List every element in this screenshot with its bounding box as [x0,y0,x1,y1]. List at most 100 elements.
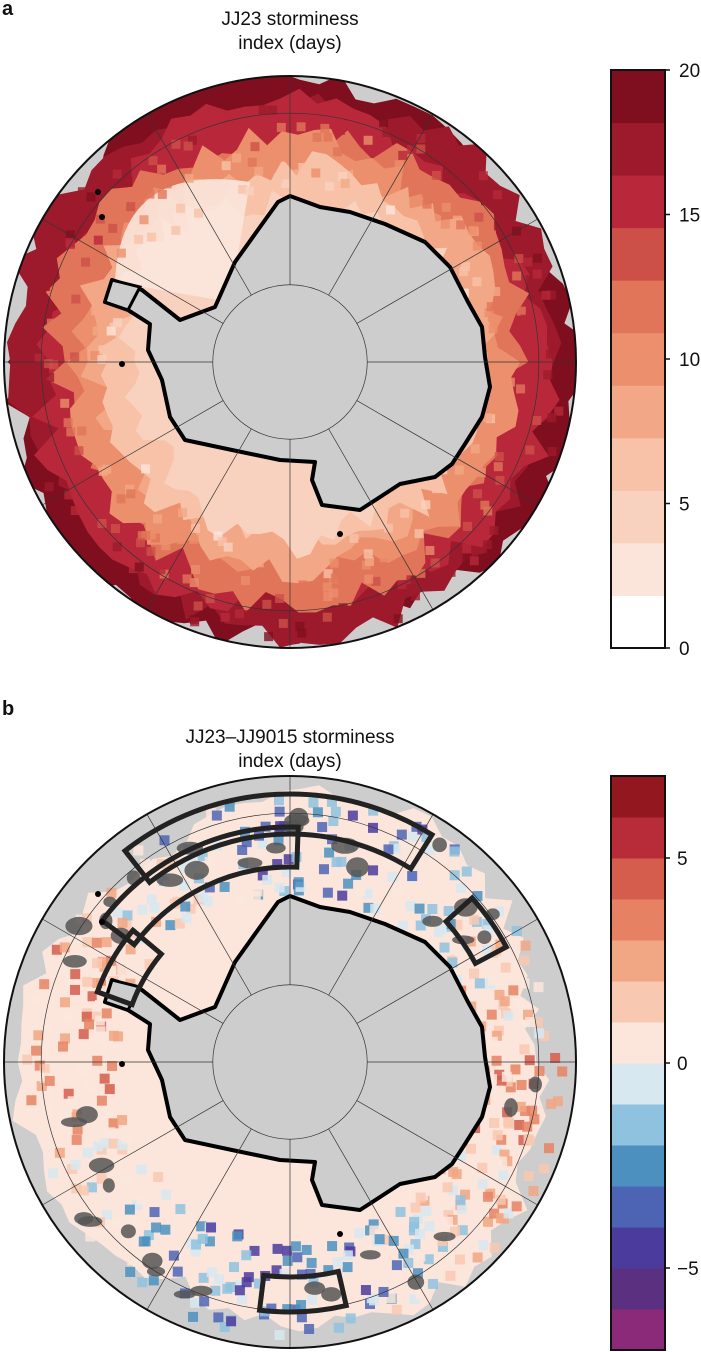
anomaly-cell [198,1272,209,1283]
storm-cell [333,147,343,157]
storm-cell [162,179,172,189]
anomaly-cell [127,1255,138,1266]
significance-stipple [432,837,447,853]
storm-cell [482,540,492,550]
anomaly-cell [522,1121,533,1132]
anomaly-cell [82,976,93,987]
anomaly-cell [487,1036,498,1047]
storm-cell [171,225,181,235]
anomaly-cell [63,1088,74,1099]
anomaly-cell [44,1075,55,1086]
anomaly-cell [503,1208,514,1219]
significance-stipple [156,873,184,887]
island-dot [95,891,101,897]
anomaly-cell [482,1191,493,1202]
anomaly-cell [99,1073,110,1084]
anomaly-cell [59,942,70,953]
colorbar-swatch [611,1063,665,1105]
anomaly-cell [225,1281,236,1292]
anomaly-cell [332,1257,343,1268]
storm-cell [473,449,483,459]
anomaly-cell [129,1215,140,1226]
anomaly-cell [40,1021,51,1032]
anomaly-cell [143,1230,154,1241]
storm-cell [363,549,373,559]
anomaly-cell [273,795,284,806]
storm-cell [235,609,245,619]
anomaly-cell [331,857,342,868]
storm-cell [364,557,374,567]
storm-cell [66,427,76,437]
anomaly-cell [449,846,460,857]
anomaly-cell [342,1250,353,1261]
map-boundary [3,775,577,1349]
anomaly-cell [546,1099,557,1110]
island-dot [117,121,123,127]
anomaly-cell [437,1241,448,1252]
anomaly-cell [104,1108,115,1119]
storm-cell [459,267,469,277]
anomaly-cell [312,807,323,818]
storm-cell [295,621,305,631]
storm-cell [217,537,227,547]
significance-stipple [173,1290,196,1299]
anomaly-cell [505,1082,516,1093]
anomaly-cell [71,1134,82,1145]
anomaly-cell [213,1312,224,1323]
anomaly-cell [281,867,292,878]
anomaly-cell [204,1236,215,1247]
storm-cell [221,161,231,171]
anomaly-cell [391,1270,402,1281]
anomaly-cell [516,1079,527,1090]
anomaly-cell [42,1106,53,1117]
anomaly-cell [104,1084,115,1095]
anomaly-cell [31,1045,42,1056]
anomaly-cell [337,890,348,901]
anomaly-cell [206,1222,217,1233]
anomaly-cell [229,1262,240,1273]
anomaly-cell [370,903,381,914]
storm-cell [108,223,118,233]
panel-a: a JJ23 storminess index (days) 20 15 10 5 0 [2,0,700,660]
storm-cell [525,445,535,455]
map-a [4,76,576,648]
storm-cell [178,508,188,518]
anomaly-cell [306,1257,317,1268]
storm-cell [283,138,293,148]
anomaly-cell [210,1285,221,1296]
storm-cell [184,173,194,183]
storm-cell [364,574,374,584]
storm-cell [473,489,483,499]
panel-a-figure: 20 15 10 5 0 [3,61,700,660]
significance-stipple [184,860,210,880]
significance-stipple [88,1157,115,1174]
anomaly-cell [415,1251,426,1262]
anomaly-cell [92,1055,103,1066]
storm-cell [516,306,526,316]
storm-cell [49,360,59,370]
storm-cell [43,359,53,369]
anomaly-cell [111,1218,122,1229]
anomaly-cell [272,859,283,870]
anomaly-cell [117,1140,128,1151]
anomaly-cell [36,1081,47,1092]
significance-stipple [528,1076,542,1093]
region-box [121,791,436,886]
significance-stipple [304,1281,326,1295]
storm-cell [338,171,348,181]
anomaly-cell [274,882,285,893]
anomaly-cell [86,1182,97,1193]
anomaly-cell [454,1254,465,1265]
storm-cell [543,370,553,380]
storm-cell [532,291,542,301]
anomaly-cell [347,810,358,821]
anomaly-cell [82,1147,93,1158]
anomaly-cell [395,1206,406,1217]
anomaly-cell [327,1241,338,1252]
anomaly-cell [382,859,393,870]
anomaly-cell [96,1095,107,1106]
anomaly-cell [472,1252,483,1263]
anomaly-cell [415,1289,426,1300]
anomaly-cell [385,1292,396,1303]
anomaly-cell [378,1286,389,1297]
